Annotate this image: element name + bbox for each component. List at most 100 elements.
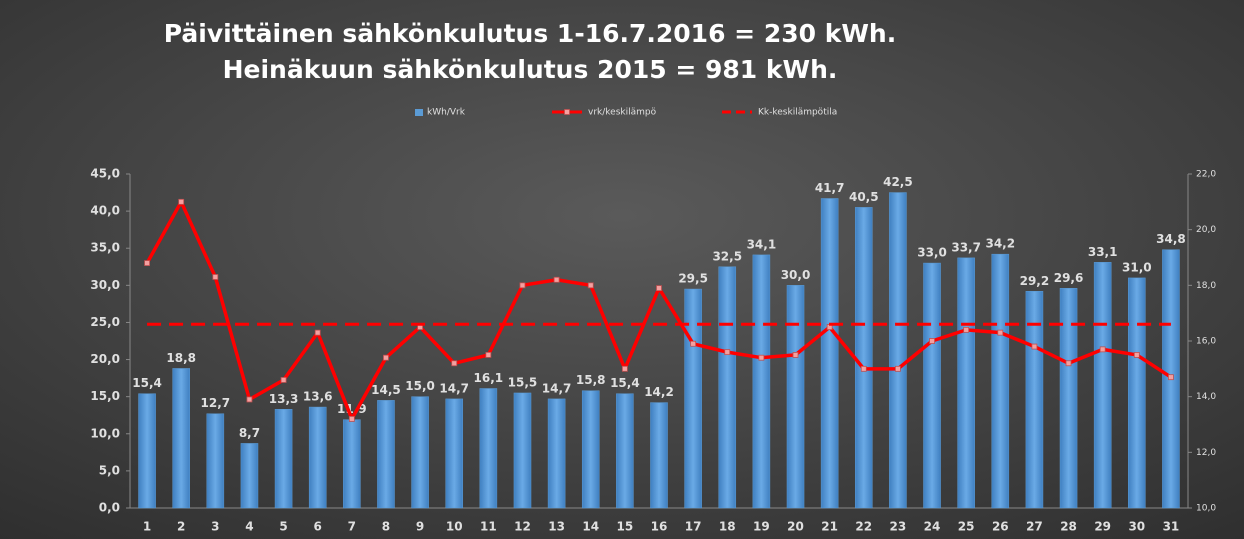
bar bbox=[991, 253, 1010, 509]
x-tick-label: 21 bbox=[821, 520, 838, 534]
value-label: 13,6 bbox=[303, 390, 333, 404]
bar bbox=[923, 262, 941, 509]
y2-tick-label: 10,0 bbox=[1196, 504, 1216, 514]
line-marker bbox=[929, 338, 935, 344]
bar bbox=[889, 192, 907, 509]
y-tick-label: 0,0 bbox=[99, 501, 120, 515]
x-tick-label: 31 bbox=[1163, 520, 1180, 534]
line-marker bbox=[553, 276, 560, 283]
value-label: 14,7 bbox=[439, 381, 469, 395]
line-marker bbox=[690, 340, 697, 347]
bar bbox=[1128, 277, 1146, 509]
value-label: 42,5 bbox=[883, 175, 913, 189]
value-label: 33,1 bbox=[1088, 245, 1118, 259]
chart-subtitle: Heinäkuun sähkönkulutus 2015 = 981 kWh. bbox=[223, 55, 838, 84]
bar bbox=[650, 402, 668, 509]
x-tick-label: 5 bbox=[279, 520, 287, 534]
x-tick-label: 14 bbox=[582, 520, 599, 534]
x-tick-label: 9 bbox=[416, 520, 424, 534]
y-tick-label: 40,0 bbox=[90, 204, 120, 218]
value-label: 15,8 bbox=[576, 373, 606, 387]
bar bbox=[138, 393, 156, 509]
y2-tick-label: 22,0 bbox=[1196, 170, 1216, 180]
value-label: 13,3 bbox=[269, 392, 299, 406]
line-marker bbox=[212, 274, 219, 280]
x-tick-label: 1 bbox=[143, 520, 151, 534]
bar bbox=[820, 198, 839, 509]
x-tick-label: 15 bbox=[617, 520, 634, 534]
y-tick-label: 5,0 bbox=[99, 463, 120, 477]
value-label: 12,7 bbox=[201, 396, 231, 410]
x-tick-label: 12 bbox=[514, 520, 531, 534]
value-label: 8,7 bbox=[239, 426, 260, 440]
value-label: 18,8 bbox=[166, 351, 196, 365]
line-marker bbox=[792, 352, 799, 358]
line-marker bbox=[621, 365, 628, 372]
value-label: 15,4 bbox=[132, 376, 162, 390]
line-marker bbox=[963, 326, 970, 333]
bar bbox=[616, 393, 634, 509]
line-marker bbox=[1099, 346, 1106, 353]
value-label: 34,2 bbox=[985, 237, 1015, 251]
line-marker bbox=[314, 329, 321, 336]
legend-label: Kk-keskilämpötila bbox=[758, 108, 837, 118]
y2-tick-label: 16,0 bbox=[1196, 337, 1216, 347]
x-tick-label: 8 bbox=[382, 520, 390, 534]
line-marker bbox=[280, 377, 287, 383]
bar bbox=[957, 257, 975, 509]
y-tick-label: 30,0 bbox=[90, 278, 120, 292]
x-tick-label: 10 bbox=[446, 520, 463, 534]
value-label: 16,1 bbox=[474, 371, 504, 385]
bar bbox=[411, 396, 429, 509]
bar bbox=[1093, 262, 1112, 509]
bar bbox=[513, 392, 532, 509]
x-tick-label: 11 bbox=[480, 520, 497, 534]
y-tick-label: 35,0 bbox=[90, 241, 120, 255]
x-tick-label: 28 bbox=[1060, 520, 1077, 534]
value-label: 33,7 bbox=[951, 240, 981, 254]
bar bbox=[240, 443, 259, 509]
x-tick-label: 2 bbox=[177, 520, 185, 534]
y-tick-label: 10,0 bbox=[90, 426, 120, 440]
value-label: 14,2 bbox=[644, 385, 674, 399]
x-tick-label: 25 bbox=[958, 520, 975, 534]
value-label: 14,5 bbox=[371, 383, 401, 397]
x-tick-label: 20 bbox=[787, 520, 804, 534]
x-tick-label: 17 bbox=[685, 520, 702, 534]
bar bbox=[377, 400, 395, 509]
x-tick-label: 16 bbox=[651, 520, 668, 534]
line-marker bbox=[1065, 360, 1072, 367]
line-marker bbox=[519, 282, 526, 289]
bar bbox=[274, 409, 293, 509]
x-tick-label: 7 bbox=[348, 520, 356, 534]
line-marker bbox=[1031, 343, 1038, 350]
bar bbox=[786, 285, 805, 509]
bar bbox=[308, 406, 327, 509]
legend-swatch bbox=[415, 109, 423, 116]
line-marker bbox=[860, 365, 867, 372]
value-label: 29,6 bbox=[1054, 271, 1084, 285]
bar bbox=[547, 398, 566, 509]
y-tick-label: 15,0 bbox=[90, 389, 120, 403]
bar bbox=[445, 398, 464, 509]
line-marker bbox=[178, 198, 185, 205]
y2-tick-label: 20,0 bbox=[1196, 225, 1216, 235]
legend-label: vrk/keskilämpö bbox=[588, 108, 657, 118]
line-marker bbox=[758, 354, 765, 361]
x-tick-label: 19 bbox=[753, 520, 770, 534]
value-label: 41,7 bbox=[815, 181, 845, 195]
legend-label: kWh/Vrk bbox=[427, 108, 466, 118]
line-marker bbox=[895, 365, 901, 372]
x-tick-label: 6 bbox=[314, 520, 322, 534]
value-label: 40,5 bbox=[849, 190, 879, 204]
x-tick-label: 13 bbox=[548, 520, 565, 534]
line-marker bbox=[144, 260, 150, 266]
x-tick-label: 4 bbox=[245, 520, 253, 534]
line-marker bbox=[656, 285, 662, 292]
value-label: 33,0 bbox=[917, 246, 947, 260]
value-label: 32,5 bbox=[712, 249, 742, 263]
value-label: 14,7 bbox=[542, 381, 572, 395]
x-tick-label: 29 bbox=[1094, 520, 1111, 534]
